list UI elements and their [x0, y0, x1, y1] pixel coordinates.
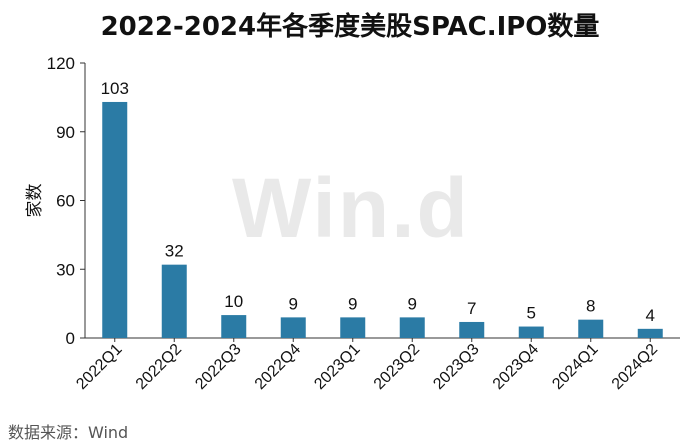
- data-label: 9: [289, 294, 298, 313]
- y-tick-label: 90: [56, 123, 75, 142]
- bar: [102, 101, 128, 338]
- data-label: 9: [408, 294, 417, 313]
- data-label: 103: [101, 79, 129, 98]
- y-tick-label: 0: [66, 329, 75, 348]
- x-tick-label: 2022Q1: [73, 341, 125, 393]
- wind-watermark: Win.d: [232, 161, 470, 255]
- x-tick-label: 2024Q1: [549, 341, 601, 393]
- source-note: 数据来源：Wind: [8, 423, 129, 442]
- bars: [102, 101, 663, 338]
- data-label: 8: [586, 297, 595, 316]
- bar: [340, 317, 366, 338]
- data-label: 9: [348, 294, 357, 313]
- data-label: 32: [165, 242, 184, 261]
- x-tick-label: 2022Q2: [133, 341, 185, 393]
- y-axis-label: 家数: [25, 184, 45, 218]
- data-label: 7: [467, 299, 476, 318]
- x-tick-label: 2022Q3: [192, 341, 244, 393]
- bar: [578, 319, 604, 338]
- data-label: 4: [646, 306, 655, 325]
- x-tick-label: 2022Q4: [252, 341, 304, 393]
- bar: [221, 315, 247, 338]
- data-label: 5: [527, 304, 536, 323]
- x-tick-label: 2023Q4: [490, 341, 542, 393]
- bar: [459, 321, 485, 338]
- bar: [518, 326, 544, 338]
- x-tick-label: 2023Q1: [311, 341, 363, 393]
- x-tick-label: 2023Q2: [371, 341, 423, 393]
- data-label: 10: [224, 292, 243, 311]
- bar: [161, 264, 187, 338]
- bar: [399, 317, 425, 338]
- y-tick-label: 30: [56, 260, 75, 279]
- data-labels: 103 32 10 9 9 9 7 5 8 4: [101, 79, 655, 325]
- y-tick-label: 60: [56, 192, 75, 211]
- bar: [280, 317, 306, 338]
- y-tick-label: 120: [47, 54, 75, 73]
- bar: [637, 328, 663, 338]
- x-tick-label: 2024Q2: [609, 341, 661, 393]
- x-tick-label: 2023Q3: [430, 341, 482, 393]
- chart-title: 2022-2024年各季度美股SPAC.IPO数量: [100, 12, 600, 42]
